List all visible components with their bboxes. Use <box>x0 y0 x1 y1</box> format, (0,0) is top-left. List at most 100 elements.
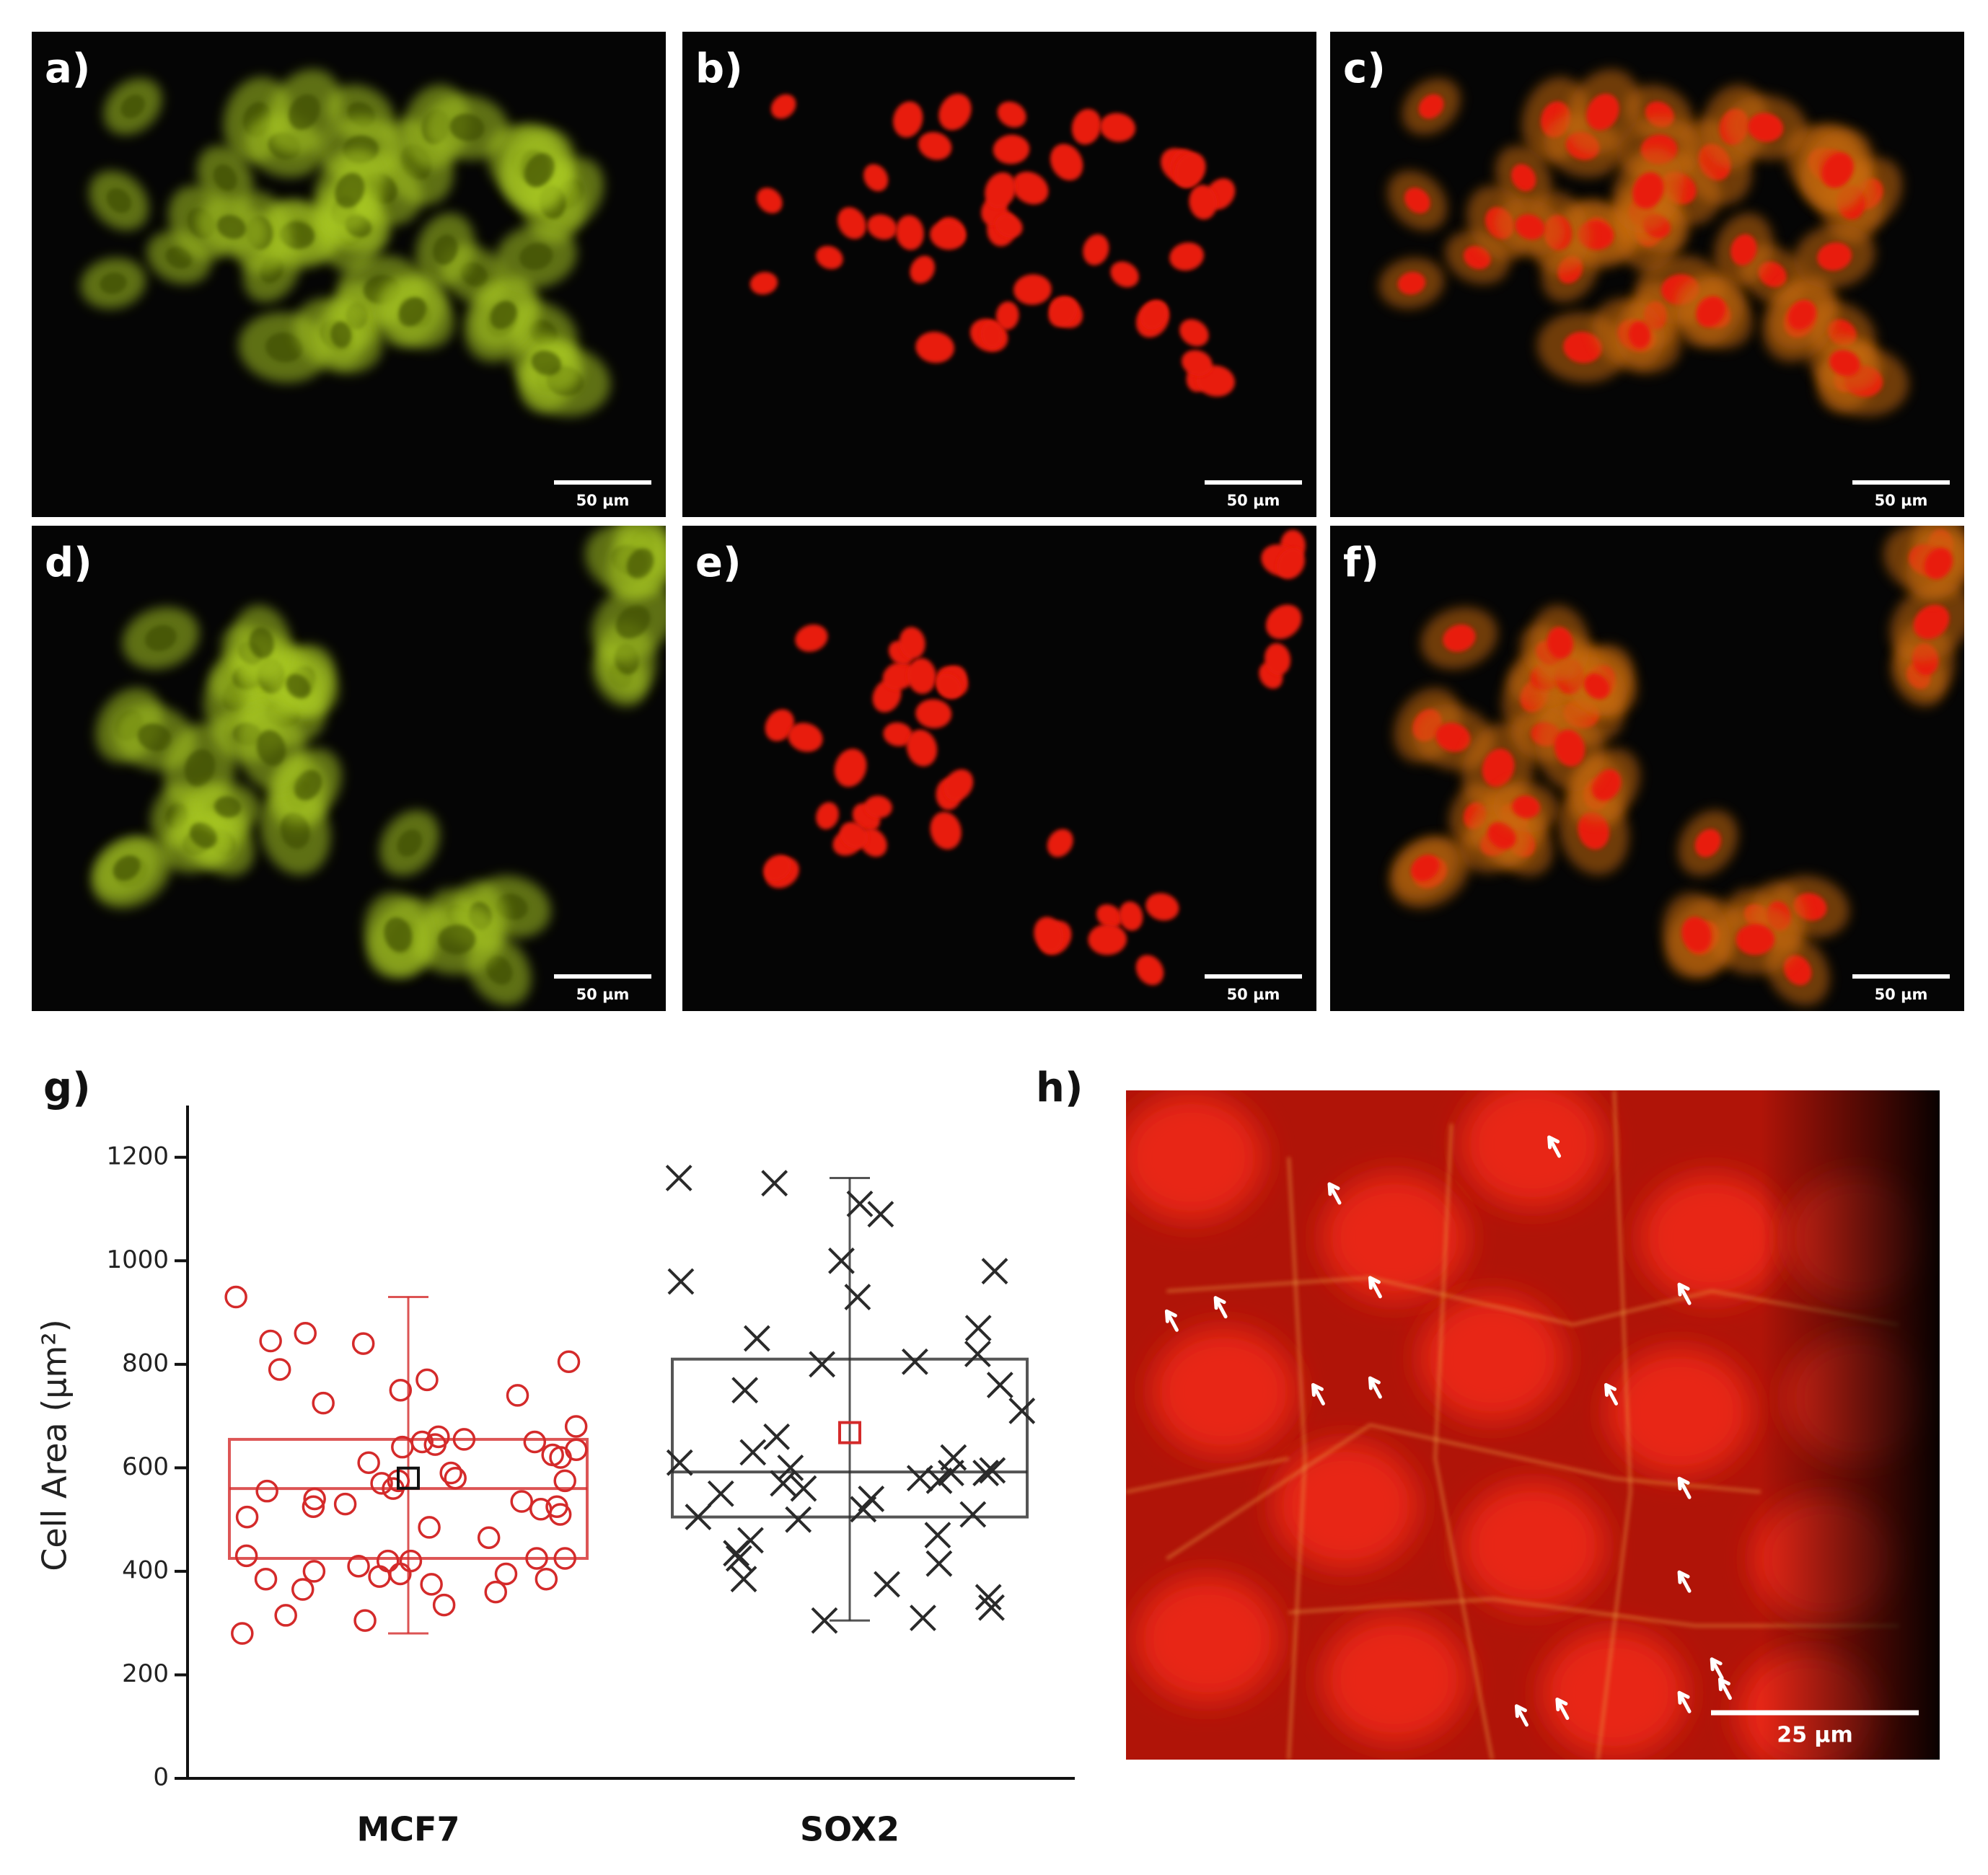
point <box>291 1578 315 1601</box>
point <box>730 1566 757 1593</box>
nucleus <box>882 662 916 690</box>
nucleus <box>1119 901 1143 931</box>
point <box>959 1501 987 1528</box>
point <box>844 1284 871 1310</box>
point <box>357 1451 380 1474</box>
point <box>564 1415 588 1438</box>
y-tick-label: 400 <box>122 1556 169 1584</box>
nucleus <box>930 811 962 850</box>
point <box>665 1165 692 1191</box>
nucleus <box>883 722 913 746</box>
arrow <box>1514 1704 1529 1727</box>
point <box>444 1466 467 1490</box>
nucleus <box>765 709 795 741</box>
point <box>975 1584 1002 1611</box>
arrow <box>1677 1282 1692 1305</box>
arrow <box>1213 1296 1228 1319</box>
scale-bar-label: 50 µm <box>576 986 630 1003</box>
nucleus <box>1511 164 1536 192</box>
point <box>553 1547 576 1570</box>
mean <box>838 1421 861 1444</box>
arrow <box>1547 1135 1562 1158</box>
nucleus-shadow <box>397 829 423 857</box>
scale-bar-label: 50 µm <box>576 492 630 509</box>
point <box>739 1439 767 1466</box>
point <box>391 1435 414 1459</box>
point <box>777 1454 804 1481</box>
arrow <box>1677 1476 1692 1499</box>
nucleus <box>993 134 1030 164</box>
point <box>224 1285 247 1309</box>
nucleus <box>1482 749 1515 788</box>
edge-fade <box>1126 1090 1940 1760</box>
panel-label: a) <box>45 45 90 92</box>
point <box>302 1560 326 1583</box>
y-tick-label: 0 <box>153 1763 169 1792</box>
point <box>234 1544 258 1568</box>
arrow <box>1327 1182 1342 1205</box>
nucleus <box>1088 924 1127 956</box>
y-tick-label: 600 <box>122 1452 169 1481</box>
nucleus <box>980 321 1003 349</box>
point <box>910 1605 936 1631</box>
point <box>376 1549 400 1573</box>
nucleus <box>837 207 866 239</box>
point <box>725 1545 752 1572</box>
point <box>846 1190 874 1217</box>
micrograph-bg <box>32 526 666 1011</box>
mean <box>397 1466 420 1490</box>
nucleus <box>1411 855 1440 881</box>
point <box>351 1332 375 1355</box>
nucleus <box>1554 729 1585 767</box>
nucleus <box>1730 234 1757 265</box>
arrow <box>1164 1309 1179 1332</box>
point <box>972 1460 999 1486</box>
point <box>235 1505 259 1529</box>
nucleus-shadow <box>438 925 476 955</box>
nucleus <box>918 131 952 160</box>
panel-label: b) <box>695 45 743 92</box>
point <box>432 1593 456 1617</box>
arrow <box>1368 1376 1382 1399</box>
nucleus-shadow <box>449 113 485 141</box>
nucleus <box>907 658 936 694</box>
nucleus <box>995 214 1023 238</box>
scale-bar-label: 50 µm <box>1227 492 1280 509</box>
micrograph <box>1330 526 1964 1011</box>
nucleus-shadow <box>335 172 365 208</box>
nucleus <box>1174 152 1206 188</box>
point <box>925 1550 953 1577</box>
point <box>259 1329 282 1353</box>
point <box>294 1322 317 1345</box>
point <box>439 1461 462 1485</box>
nucleus <box>1140 300 1168 330</box>
nucleus-shadow <box>184 749 216 787</box>
nucleus <box>1034 917 1064 953</box>
point <box>924 1522 951 1549</box>
nucleus <box>1913 604 1950 640</box>
nucleus <box>1012 171 1049 205</box>
point <box>978 1594 1005 1621</box>
nucleus <box>915 699 952 728</box>
nucleus <box>944 769 974 801</box>
point <box>557 1350 581 1374</box>
nucleus <box>1696 296 1725 327</box>
point <box>874 1571 900 1598</box>
nucleus-shadow <box>213 164 237 191</box>
arrow <box>1677 1570 1692 1593</box>
point <box>477 1526 501 1550</box>
point <box>981 1258 1008 1285</box>
nucleus-shadow <box>106 188 132 213</box>
point <box>548 1503 572 1526</box>
point <box>353 1609 377 1632</box>
point <box>420 1573 443 1596</box>
nucleus <box>770 94 796 119</box>
panel-label: h) <box>1036 1064 1083 1111</box>
point <box>667 1268 695 1295</box>
nucleus <box>906 729 938 767</box>
panel-label: g) <box>43 1064 91 1111</box>
nucleus <box>1179 319 1209 347</box>
nucleus <box>1463 245 1491 270</box>
micrograph-bg <box>682 526 1316 1011</box>
